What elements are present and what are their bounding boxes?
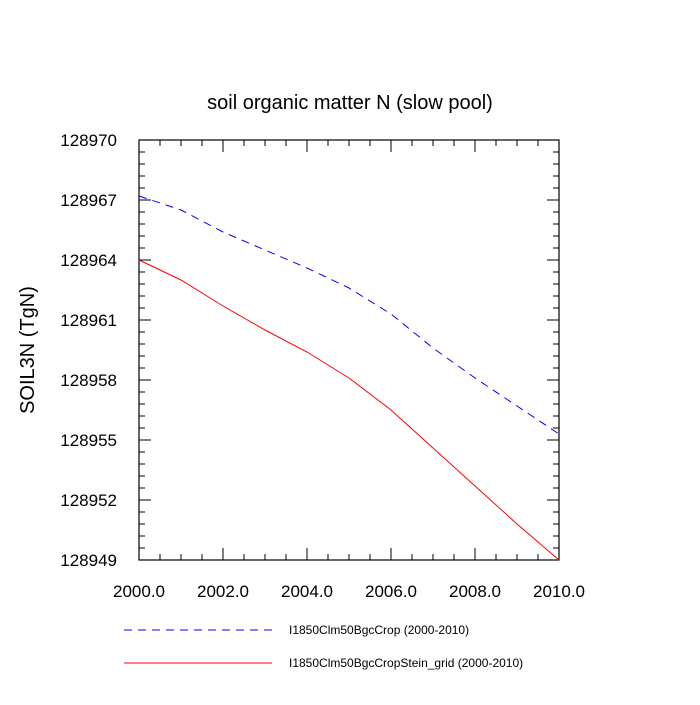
y-tick-label: 128964 xyxy=(60,251,117,270)
y-tick-label: 128967 xyxy=(60,191,117,210)
x-tick-label: 2004.0 xyxy=(281,582,333,601)
y-tick-label: 128961 xyxy=(60,311,117,330)
y-tick-label: 128958 xyxy=(60,371,117,390)
series-line-1 xyxy=(138,195,560,435)
x-tick-label: 2010.0 xyxy=(533,582,585,601)
y-tick-label: 128949 xyxy=(60,551,117,570)
series-layer xyxy=(138,195,560,561)
legend-label-1: I1850Clm50BgcCrop (2000-2010) xyxy=(289,623,469,637)
legend: I1850Clm50BgcCrop (2000-2010) I1850Clm50B… xyxy=(124,623,523,670)
x-tick-label: 2002.0 xyxy=(197,582,249,601)
chart-title: soil organic matter N (slow pool) xyxy=(207,92,493,114)
legend-label-2: I1850Clm50BgcCropStein_grid (2000-2010) xyxy=(289,656,523,670)
x-tick-label: 2008.0 xyxy=(449,582,501,601)
x-tick-label: 2000.0 xyxy=(113,582,165,601)
y-axis-label: SOIL3N (TgN) xyxy=(17,286,39,414)
plot-frame xyxy=(138,139,560,561)
y-tick-label: 128952 xyxy=(60,491,117,510)
plot-border xyxy=(138,139,560,561)
series-line-2 xyxy=(138,259,560,561)
axis-ticks: 2000.0 2002.0 2004.0 2006.0 2008.0 2010.0 1289… xyxy=(60,131,585,601)
x-tick-label: 2006.0 xyxy=(365,582,417,601)
y-tick-label: 128970 xyxy=(60,131,117,150)
y-tick-label: 128955 xyxy=(60,431,117,450)
